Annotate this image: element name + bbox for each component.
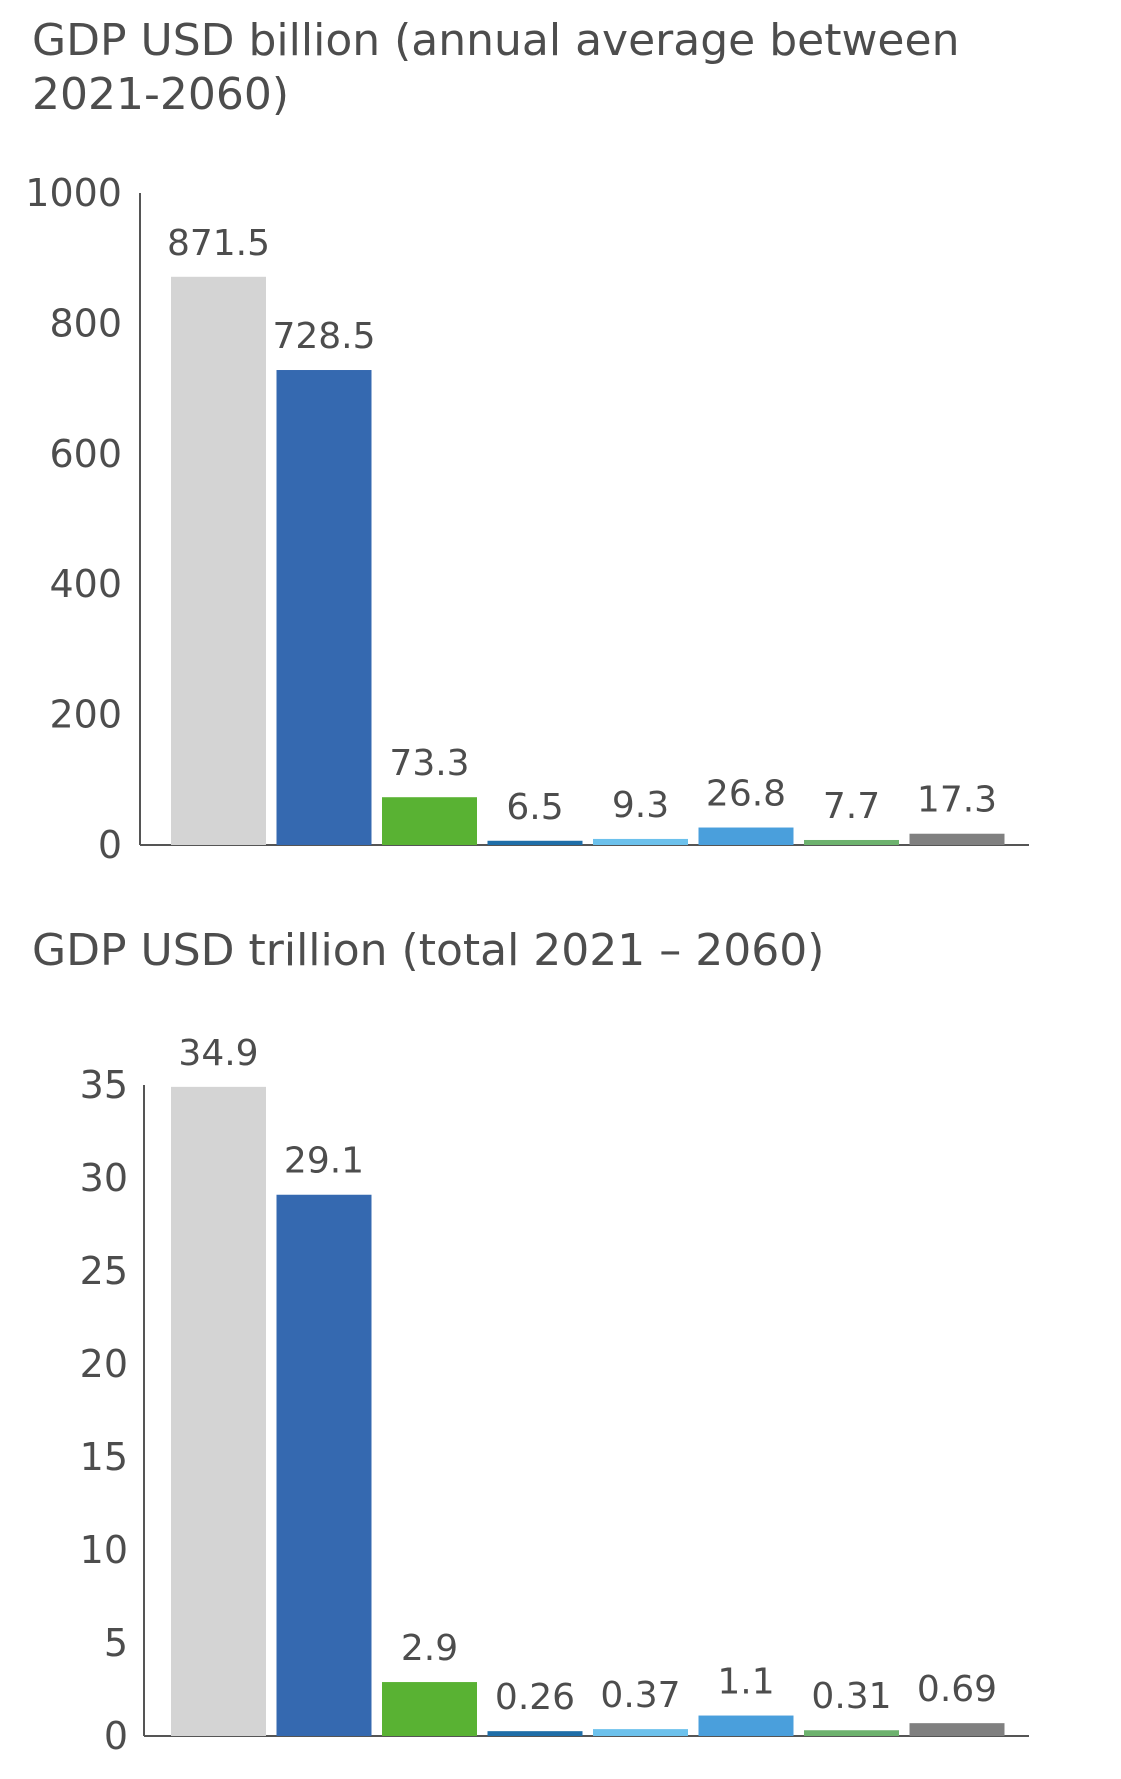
data-label: 2.9 bbox=[401, 1628, 458, 1669]
bar-chart-annual-average: 0 200 400 600 800 1000 871.5 728.5 73.3 6.5 9.3 26.… bbox=[25, 171, 1029, 867]
bar bbox=[698, 827, 794, 845]
bar bbox=[698, 1715, 794, 1736]
bar bbox=[171, 1086, 266, 1736]
chart-title-total: GDP USD trillion (total 2021 – 2060) bbox=[32, 925, 825, 976]
data-label: 73.3 bbox=[389, 743, 469, 784]
y-tick-label: 200 bbox=[49, 693, 122, 737]
data-label: 871.5 bbox=[167, 223, 270, 264]
y-tick-label: 0 bbox=[98, 823, 122, 867]
y-tick-label: 5 bbox=[104, 1621, 128, 1665]
data-label: 6.5 bbox=[506, 787, 563, 828]
data-label: 17.3 bbox=[917, 780, 997, 821]
data-label: 7.7 bbox=[823, 786, 880, 827]
bar bbox=[593, 838, 688, 845]
bar bbox=[171, 276, 266, 846]
data-label: 1.1 bbox=[717, 1662, 774, 1703]
bar bbox=[804, 839, 899, 845]
data-label: 0.31 bbox=[811, 1676, 891, 1717]
y-tick-label: 15 bbox=[80, 1435, 128, 1479]
data-label: 0.69 bbox=[917, 1669, 997, 1710]
data-label: 0.37 bbox=[600, 1675, 680, 1716]
y-tick-label: 1000 bbox=[25, 171, 122, 215]
y-tick-label: 10 bbox=[80, 1528, 128, 1572]
bar bbox=[804, 1730, 899, 1736]
bar bbox=[276, 1194, 372, 1736]
y-tick-label: 600 bbox=[49, 432, 122, 476]
chart-title-annual-average: GDP USD billion (annual average between … bbox=[32, 15, 960, 120]
data-label: 34.9 bbox=[178, 1033, 258, 1074]
bar bbox=[909, 833, 1005, 845]
y-tick-label: 35 bbox=[80, 1063, 128, 1107]
data-label: 9.3 bbox=[612, 785, 669, 826]
data-label: 26.8 bbox=[706, 774, 786, 815]
bar bbox=[276, 370, 372, 845]
bar bbox=[487, 1731, 583, 1736]
bar bbox=[382, 797, 477, 845]
y-tick-label: 400 bbox=[49, 562, 122, 606]
data-label: 728.5 bbox=[272, 316, 375, 357]
bar bbox=[593, 1729, 688, 1736]
bar bbox=[909, 1723, 1005, 1736]
bar bbox=[382, 1682, 477, 1736]
y-tick-label: 20 bbox=[80, 1342, 128, 1386]
y-tick-label: 0 bbox=[104, 1714, 128, 1758]
y-tick-label: 30 bbox=[80, 1156, 128, 1200]
y-tick-label: 25 bbox=[80, 1249, 128, 1293]
data-label: 0.26 bbox=[495, 1677, 575, 1718]
y-tick-label: 800 bbox=[49, 301, 122, 345]
data-label: 29.1 bbox=[284, 1141, 364, 1182]
bar bbox=[487, 840, 583, 845]
